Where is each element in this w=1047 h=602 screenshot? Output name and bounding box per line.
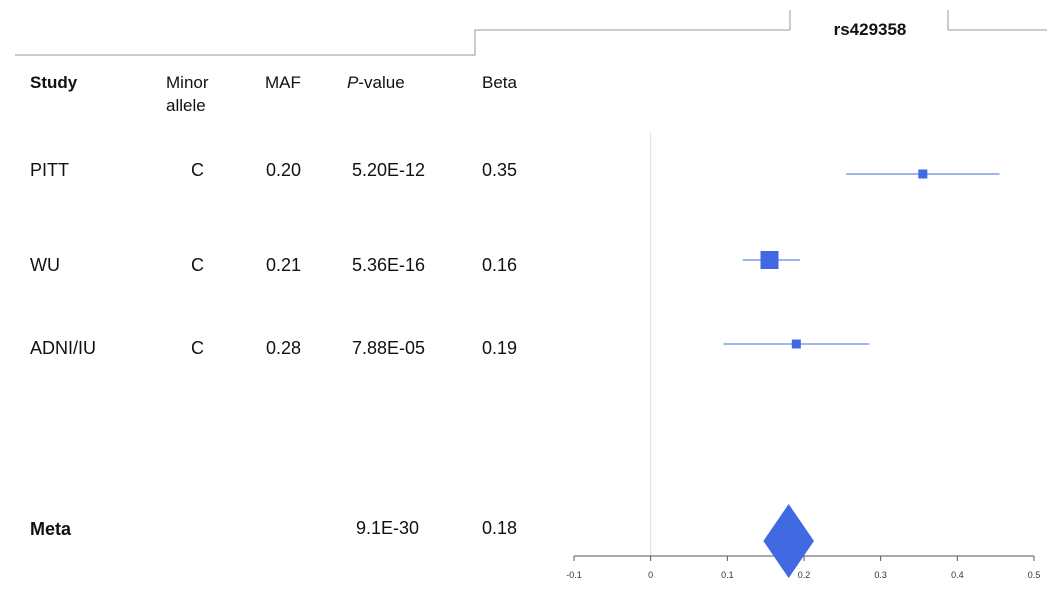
row-beta: 0.35	[482, 160, 518, 180]
header-study: Study	[30, 73, 78, 92]
row-beta: 0.19	[482, 338, 518, 358]
row-study: ADNI/IU	[30, 338, 97, 358]
header-pvalue: P-value	[347, 71, 405, 94]
row-maf: 0.20	[266, 160, 302, 180]
header-pvalue-italic: P	[347, 73, 359, 92]
row-minor-allele: C	[191, 338, 204, 358]
title-bracket	[15, 10, 1047, 56]
row-pvalue: 5.20E-12	[352, 160, 426, 180]
row-maf: 0.28	[266, 338, 302, 358]
x-axis-tick-label: -0.1	[566, 570, 582, 580]
x-axis-tick-label: 0.2	[798, 570, 811, 580]
header-minor-line1: Minor	[166, 73, 209, 92]
chart-title: rs429358	[833, 20, 907, 39]
header-maf: MAF	[265, 73, 301, 92]
header-pvalue-rest: -value	[358, 73, 405, 92]
row-maf: 0.21	[266, 255, 302, 275]
x-axis-tick-label: 0.5	[1028, 570, 1041, 580]
row-pvalue: 7.88E-05	[352, 338, 426, 358]
row-beta: 0.16	[482, 255, 518, 275]
point-estimate	[760, 251, 779, 269]
row-study: PITT	[30, 160, 69, 180]
x-axis-tick-label: 0.4	[951, 570, 964, 580]
row-minor-allele: C	[191, 160, 204, 180]
point-estimate	[918, 169, 928, 179]
header-minor-line2: allele	[166, 96, 206, 115]
point-estimate	[791, 339, 801, 349]
meta-study: Meta	[30, 519, 72, 539]
meta-diamond	[763, 504, 814, 578]
x-axis-tick-label: 0.1	[721, 570, 734, 580]
meta-pvalue: 9.1E-30	[356, 518, 420, 538]
x-axis-tick-label: 0	[648, 570, 653, 580]
row-minor-allele: C	[191, 255, 204, 275]
x-axis-tick-label: 0.3	[874, 570, 887, 580]
row-pvalue: 5.36E-16	[352, 255, 426, 275]
row-study: WU	[30, 255, 60, 275]
header-minor-allele: Minor allele	[166, 71, 209, 117]
meta-beta: 0.18	[482, 518, 518, 538]
header-beta: Beta	[482, 73, 517, 92]
